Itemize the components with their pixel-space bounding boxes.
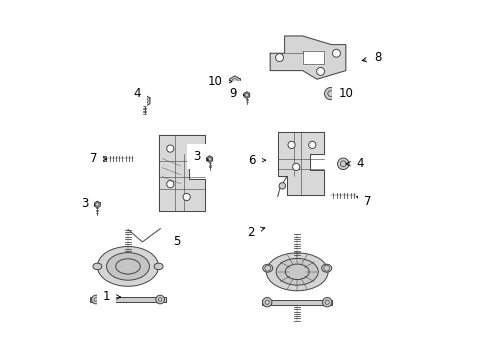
Ellipse shape (266, 253, 328, 291)
Polygon shape (278, 132, 324, 195)
Circle shape (309, 141, 316, 149)
Text: 2: 2 (246, 226, 265, 239)
Polygon shape (207, 156, 213, 162)
Text: 1: 1 (102, 291, 121, 303)
Text: 7: 7 (357, 195, 371, 208)
Circle shape (263, 297, 272, 307)
Circle shape (92, 295, 100, 304)
Text: 9: 9 (230, 87, 244, 100)
Polygon shape (140, 95, 150, 107)
Ellipse shape (154, 263, 163, 270)
Polygon shape (159, 135, 205, 211)
Ellipse shape (98, 247, 159, 286)
Text: 3: 3 (81, 197, 95, 210)
Circle shape (322, 297, 332, 307)
Polygon shape (358, 193, 363, 198)
Ellipse shape (276, 258, 318, 285)
Circle shape (293, 163, 300, 171)
Circle shape (324, 87, 337, 100)
Text: 10: 10 (208, 75, 232, 87)
Circle shape (275, 54, 284, 62)
Ellipse shape (107, 253, 149, 280)
Polygon shape (95, 201, 100, 208)
Polygon shape (244, 92, 249, 98)
Circle shape (156, 295, 165, 304)
Circle shape (167, 181, 174, 188)
Circle shape (288, 141, 295, 149)
Circle shape (167, 145, 174, 152)
Polygon shape (270, 36, 346, 79)
Circle shape (183, 193, 190, 201)
Text: 3: 3 (193, 150, 209, 163)
Polygon shape (303, 51, 324, 64)
Text: 4: 4 (133, 87, 142, 100)
Text: 10: 10 (336, 87, 353, 100)
Circle shape (338, 158, 349, 170)
Ellipse shape (263, 264, 273, 272)
Text: 8: 8 (362, 51, 382, 64)
Circle shape (190, 145, 197, 152)
Circle shape (333, 49, 341, 57)
Circle shape (279, 183, 286, 189)
Circle shape (317, 67, 324, 75)
Text: 7: 7 (90, 152, 107, 165)
Polygon shape (230, 76, 240, 88)
Ellipse shape (93, 263, 102, 270)
Polygon shape (101, 156, 106, 161)
Ellipse shape (321, 264, 332, 272)
Text: 4: 4 (346, 157, 364, 170)
Text: 5: 5 (173, 234, 182, 248)
Text: 6: 6 (248, 154, 266, 167)
FancyBboxPatch shape (90, 297, 166, 302)
FancyBboxPatch shape (262, 300, 333, 305)
